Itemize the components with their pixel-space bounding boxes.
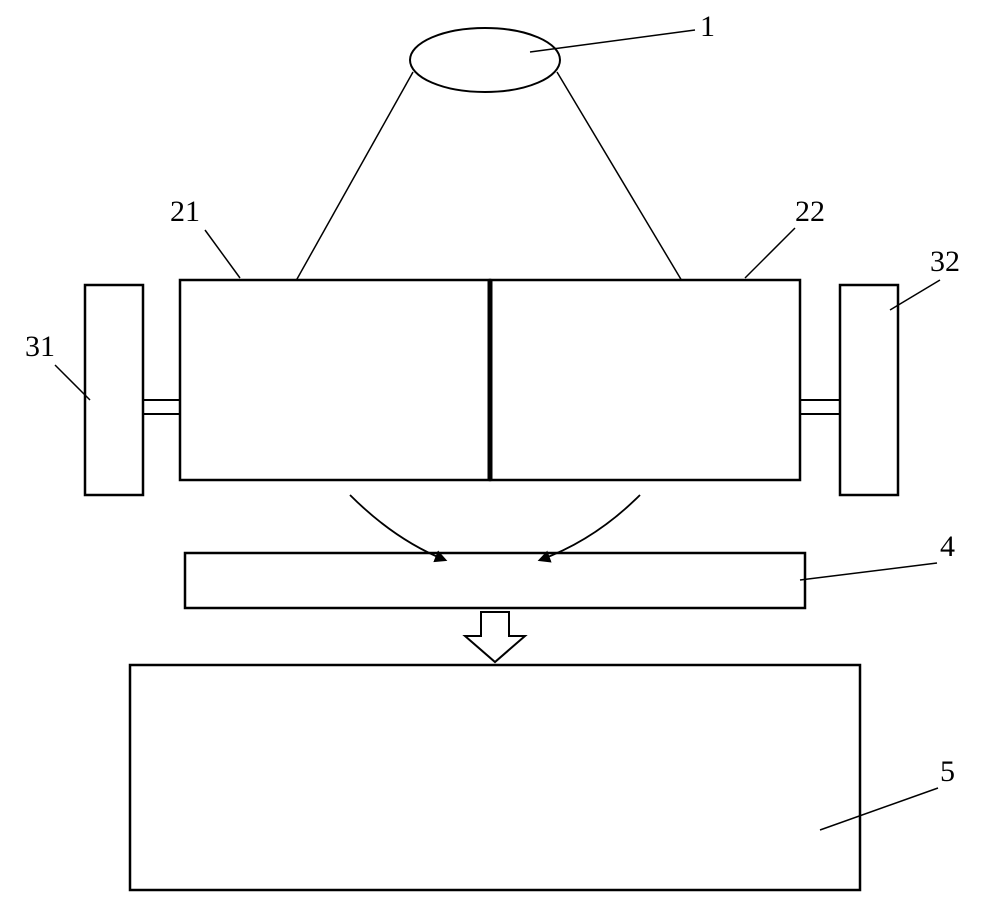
leader-22: [745, 228, 795, 278]
curved-arrow-left: [350, 495, 445, 560]
label-21: 21: [170, 195, 200, 229]
label-32: 32: [930, 245, 960, 279]
label-22: 22: [795, 195, 825, 229]
block-arrow-icon: [465, 612, 525, 662]
curved-arrow-right: [540, 495, 640, 560]
label-31: 31: [25, 330, 55, 364]
box-4: [185, 553, 805, 608]
label-1: 1: [700, 10, 715, 44]
connector-31: [143, 400, 180, 414]
box-31: [85, 285, 143, 495]
label-5: 5: [940, 755, 955, 789]
leader-1: [530, 30, 695, 52]
connector-32: [800, 400, 840, 414]
diagram-canvas: [0, 0, 1000, 923]
label-4: 4: [940, 530, 955, 564]
box-21: [180, 280, 490, 480]
leader-4: [800, 563, 937, 580]
box-32: [840, 285, 898, 495]
box-5: [130, 665, 860, 890]
leader-5: [820, 788, 938, 830]
ellipse-1: [410, 28, 560, 92]
box-22: [490, 280, 800, 480]
leader-21: [205, 230, 240, 278]
